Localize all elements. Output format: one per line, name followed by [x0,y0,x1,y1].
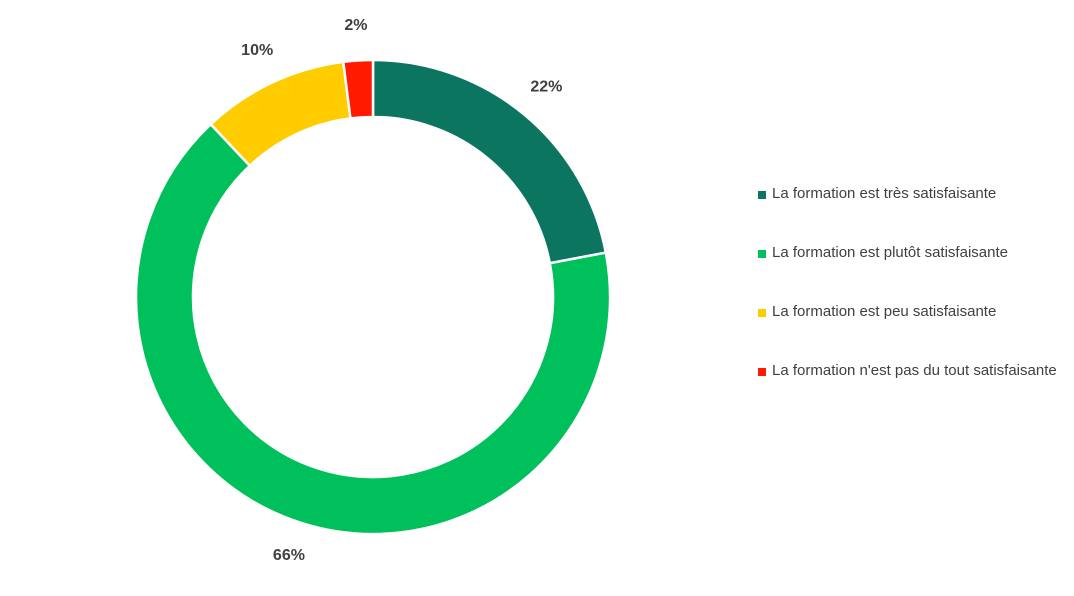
legend-item: La formation n'est pas du tout satisfais… [758,360,1057,419]
legend-swatch [758,191,766,199]
data-label: 22% [530,79,562,96]
legend-swatch [758,250,766,258]
data-label: 66% [273,547,305,564]
donut-slice [341,58,375,120]
data-label: 2% [344,17,367,34]
legend-swatch [758,368,766,376]
donut-slice [134,122,612,536]
legend-item: La formation est plutôt satisfaisante [758,242,1057,301]
legend-label: La formation est plutôt satisfaisante [772,244,1008,261]
legend-item: La formation est peu satisfaisante [758,301,1057,360]
legend-item: La formation est très satisfaisante [758,183,1057,242]
donut-slice [371,58,608,265]
legend-swatch [758,309,766,317]
legend-label: La formation n'est pas du tout satisfais… [772,362,1057,379]
data-label: 10% [241,42,273,59]
legend-label: La formation est peu satisfaisante [772,303,997,320]
legend: La formation est très satisfaisante La fo… [758,183,1057,419]
legend-label: La formation est très satisfaisante [772,185,997,202]
